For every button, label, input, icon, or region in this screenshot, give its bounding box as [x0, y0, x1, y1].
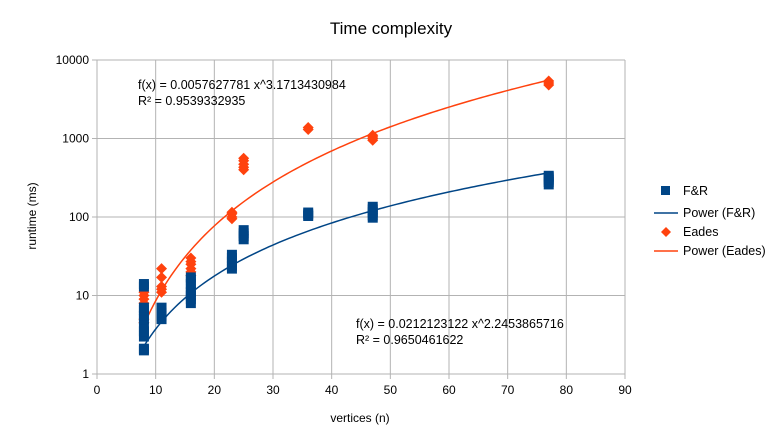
- fr-data-point: [226, 249, 237, 260]
- legend-marker-eades: [661, 227, 671, 237]
- legend-label-power-eades: Power (Eades): [683, 244, 766, 258]
- fr-data-point: [138, 279, 149, 290]
- legend-label-fr: F&R: [683, 184, 708, 198]
- fr-data-point: [303, 207, 314, 218]
- chart-title: Time complexity: [330, 19, 453, 38]
- y-tick-label: 1000: [62, 132, 89, 146]
- fr-data-point: [138, 343, 149, 354]
- x-tick-label: 90: [618, 383, 632, 397]
- legend: F&R Power (F&R) Eades Power (Eades): [654, 184, 766, 258]
- eades-data-point: [226, 206, 238, 218]
- eades-data-point: [156, 271, 168, 283]
- trendlines: [143, 79, 549, 347]
- x-axis-label: vertices (n): [330, 411, 389, 425]
- y-axis-label: runtime (ms): [25, 182, 39, 249]
- fr-data-point: [138, 321, 149, 332]
- x-tick-label: 50: [384, 383, 398, 397]
- legend-label-eades: Eades: [683, 225, 718, 239]
- eades-data-point: [302, 122, 314, 134]
- eades-data-point: [543, 75, 555, 87]
- fr-data-point: [185, 284, 196, 295]
- eades-data-point: [238, 152, 250, 164]
- fr-data-point: [138, 310, 149, 321]
- y-tick-label: 10000: [56, 53, 90, 67]
- axis-ticks: 0 10 20 30 40 50 60 70 80 90 1 10 100 1000 10000: [56, 53, 632, 397]
- fr-data-point: [543, 170, 554, 181]
- x-tick-label: 30: [266, 383, 280, 397]
- data-points: [138, 75, 555, 356]
- eades-data-point: [156, 263, 168, 275]
- fr-data-point: [185, 272, 196, 283]
- x-tick-label: 20: [208, 383, 222, 397]
- fr-data-point: [238, 225, 249, 236]
- eades-r-squared: R² = 0.9539332935: [138, 94, 245, 108]
- legend-marker-fr: [661, 186, 670, 195]
- x-tick-label: 0: [94, 383, 101, 397]
- eades-data-point: [367, 129, 379, 141]
- y-tick-label: 1: [82, 367, 89, 381]
- eades-data-point: [185, 252, 197, 264]
- fr-data-point: [367, 201, 378, 212]
- eades-data-point: [156, 281, 168, 293]
- x-tick-label: 40: [325, 383, 339, 397]
- eades-equation: f(x) = 0.0057627781 x^3.1713430984: [138, 78, 346, 92]
- trendline-power-fr: [143, 172, 549, 347]
- legend-label-power-fr: Power (F&R): [683, 206, 755, 220]
- y-tick-label: 100: [69, 210, 89, 224]
- x-tick-label: 70: [501, 383, 515, 397]
- fr-data-point: [138, 331, 149, 342]
- fr-data-point: [138, 302, 149, 313]
- x-tick-label: 10: [149, 383, 163, 397]
- fr-equation: f(x) = 0.0212123122 x^2.2453865716: [356, 317, 564, 331]
- trendline-power-eades: [143, 79, 549, 326]
- fr-data-point: [156, 307, 167, 318]
- x-tick-label: 60: [442, 383, 456, 397]
- y-tick-label: 10: [76, 289, 90, 303]
- fr-data-point: [156, 302, 167, 313]
- x-tick-label: 80: [560, 383, 574, 397]
- fr-r-squared: R² = 0.9650461622: [356, 333, 463, 347]
